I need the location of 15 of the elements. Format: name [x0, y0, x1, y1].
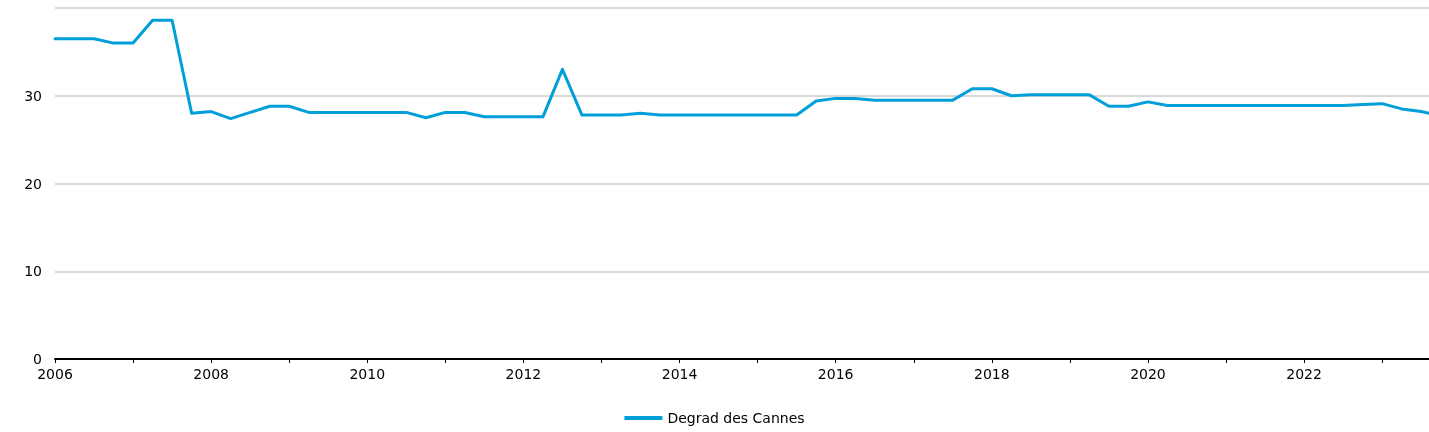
x-tick-label: 2022 [1286, 366, 1322, 382]
y-tick-label: 20 [24, 175, 42, 192]
x-tick-label: 2008 [193, 366, 229, 382]
x-tick-label: 2012 [505, 366, 542, 382]
x-tick-label: 2006 [37, 366, 73, 382]
legend-label: Degrad des Cannes [667, 410, 805, 426]
y-tick-label: 10 [24, 263, 42, 280]
y-tick-label: 30 [24, 87, 42, 104]
x-tick-label: 2016 [817, 366, 854, 382]
x-tick-label: 2020 [1130, 366, 1166, 382]
y-tick-label: 0 [33, 351, 42, 367]
x-tick-label: 2018 [974, 366, 1010, 382]
line-series [53, 18, 1429, 121]
x-tick-label: 2014 [661, 366, 698, 382]
x-tick-label: 2010 [349, 366, 386, 382]
